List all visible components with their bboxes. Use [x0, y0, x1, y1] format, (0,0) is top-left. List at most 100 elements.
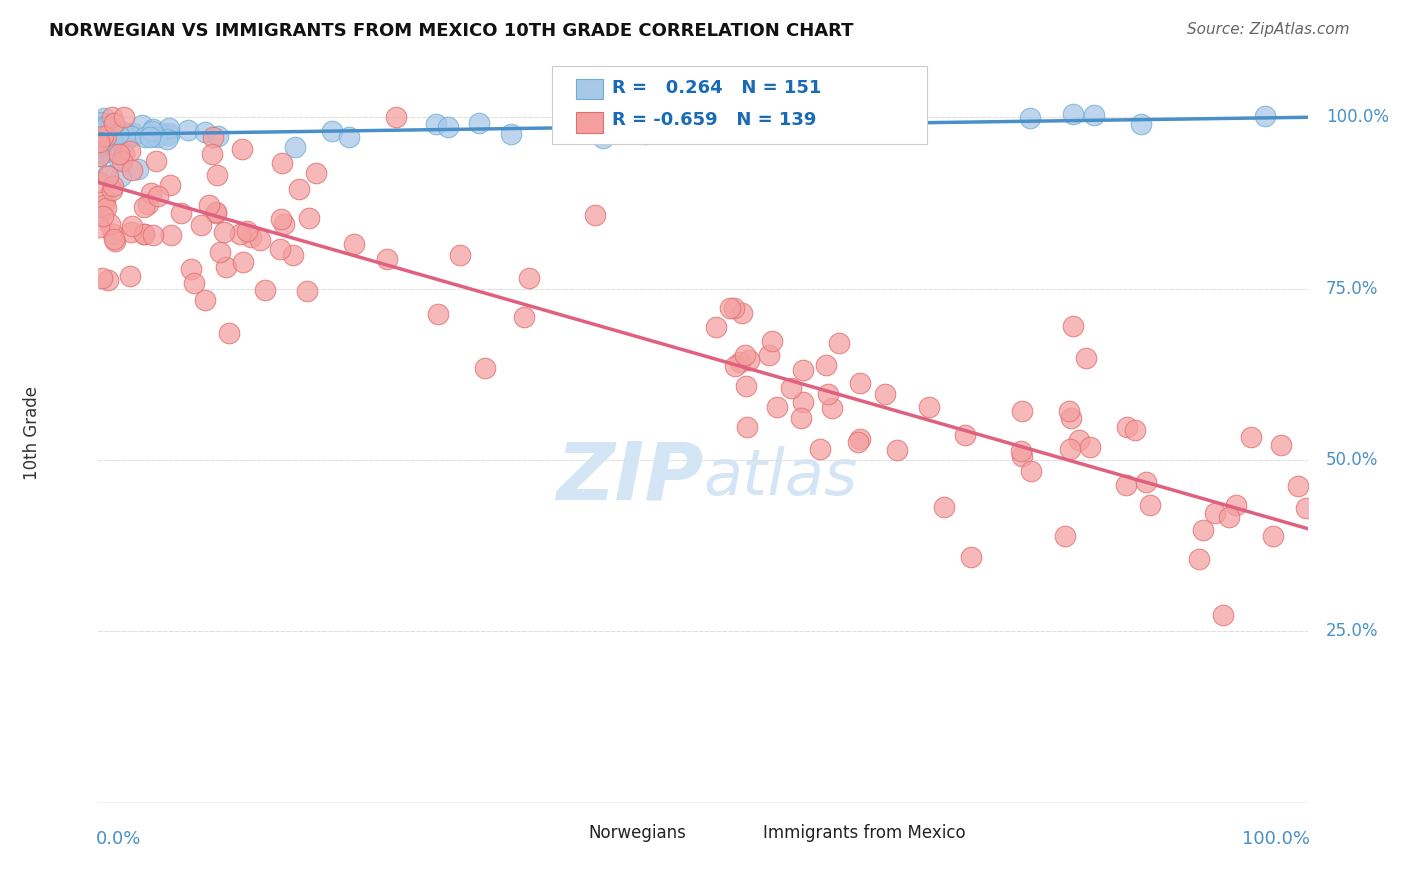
Text: 100.0%: 100.0% — [1326, 108, 1389, 127]
Point — [91, 133, 114, 147]
Point — [87, 125, 110, 139]
Point — [111, 154, 134, 169]
Point — [160, 227, 183, 242]
Point — [89, 121, 111, 136]
Point — [283, 247, 305, 261]
Point — [1295, 500, 1317, 515]
Point — [90, 115, 112, 129]
Point — [108, 152, 131, 166]
Point — [848, 435, 870, 450]
Point — [96, 118, 118, 132]
Point — [98, 217, 121, 231]
Point — [91, 128, 114, 142]
Point — [120, 269, 142, 284]
Point — [87, 123, 110, 137]
Text: 0.0%: 0.0% — [96, 830, 142, 848]
Point — [94, 123, 117, 137]
Point — [1019, 464, 1042, 478]
Point — [90, 128, 112, 143]
Point — [90, 134, 112, 148]
Point — [103, 178, 125, 193]
Point — [512, 310, 534, 325]
Point — [94, 193, 117, 207]
Point — [1204, 506, 1226, 520]
Point — [724, 359, 747, 373]
Point — [828, 336, 851, 351]
Point — [569, 122, 592, 136]
Point — [90, 127, 112, 141]
Point — [93, 131, 115, 145]
Point — [96, 168, 118, 182]
Text: atlas: atlas — [703, 446, 858, 508]
Point — [735, 379, 758, 393]
Point — [1192, 524, 1215, 538]
Point — [801, 114, 824, 128]
Point — [170, 206, 193, 220]
Point — [271, 155, 294, 169]
Point — [1078, 441, 1101, 455]
Point — [94, 131, 117, 145]
Bar — [551, 822, 578, 844]
Point — [205, 205, 228, 219]
Point — [960, 550, 983, 565]
Point — [98, 127, 121, 141]
Point — [249, 233, 271, 247]
Point — [253, 283, 276, 297]
Point — [214, 260, 236, 274]
Point — [159, 178, 181, 192]
Point — [90, 127, 112, 141]
Point — [1062, 319, 1084, 334]
Text: 10th Grade: 10th Grade — [22, 385, 41, 480]
Point — [104, 235, 127, 249]
Point — [87, 122, 110, 136]
Point — [87, 130, 110, 145]
Point — [93, 127, 115, 141]
Point — [93, 198, 115, 212]
Point — [97, 125, 120, 139]
Point — [218, 326, 240, 340]
Point — [93, 130, 115, 145]
Point — [1063, 107, 1085, 121]
Point — [190, 218, 212, 232]
Point — [94, 134, 117, 148]
Point — [437, 120, 460, 135]
Point — [1212, 608, 1234, 623]
Point — [157, 121, 180, 136]
Point — [101, 123, 124, 137]
Point — [87, 132, 110, 146]
Point — [288, 182, 311, 196]
Point — [132, 227, 155, 241]
Point — [1286, 479, 1309, 493]
Point — [817, 386, 839, 401]
Point — [758, 348, 780, 362]
Point — [212, 225, 235, 239]
Point — [103, 115, 125, 129]
Point — [342, 236, 364, 251]
Point — [110, 124, 132, 138]
Point — [97, 128, 120, 142]
Point — [449, 248, 471, 262]
Point — [94, 121, 117, 136]
Point — [1059, 442, 1081, 457]
Point — [180, 262, 202, 277]
Point — [91, 120, 114, 135]
Point — [91, 130, 114, 145]
Point — [232, 254, 254, 268]
Point — [792, 363, 814, 377]
Point — [87, 128, 110, 143]
Point — [934, 500, 956, 514]
Point — [110, 169, 132, 183]
Point — [91, 128, 114, 143]
Point — [87, 127, 110, 141]
Point — [91, 127, 114, 141]
Point — [142, 227, 165, 242]
Point — [93, 129, 115, 144]
Point — [202, 129, 225, 144]
Point — [738, 352, 761, 367]
Point — [87, 124, 110, 138]
Point — [90, 124, 112, 138]
Point — [87, 124, 110, 138]
Point — [1240, 430, 1263, 444]
Point — [87, 135, 110, 149]
Point — [94, 120, 117, 134]
